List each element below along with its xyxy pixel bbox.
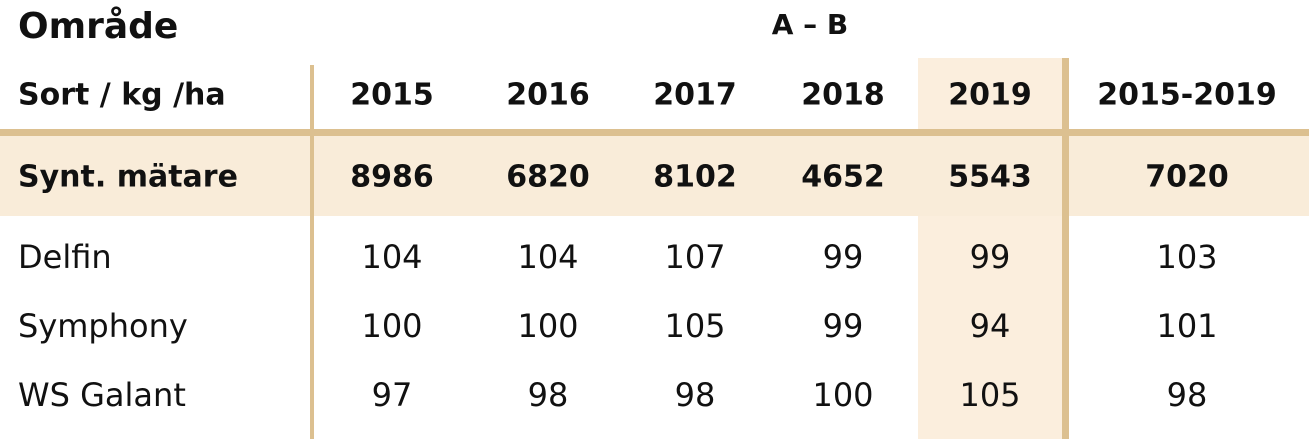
column-header: 2016: [506, 78, 590, 113]
cell: 104: [517, 238, 578, 276]
cell: 94: [970, 307, 1011, 345]
cell: 98: [1167, 376, 1208, 414]
cell: 98: [675, 376, 716, 414]
cell: 5543: [948, 160, 1032, 195]
column-rule: [310, 65, 314, 439]
column-header: 2015: [350, 78, 434, 113]
header-rule: [0, 129, 1309, 136]
row-label: Symphony: [18, 307, 188, 345]
column-header: Sort / kg /ha: [18, 78, 226, 113]
cell: 99: [823, 307, 864, 345]
column-header: 2015-2019: [1097, 78, 1276, 113]
row-label: Synt. mätare: [18, 160, 238, 195]
highlight-row: [0, 136, 1309, 216]
cell: 100: [361, 307, 422, 345]
cell: 6820: [506, 160, 590, 195]
cell: 8102: [653, 160, 737, 195]
cell: 101: [1156, 307, 1217, 345]
cell: 100: [812, 376, 873, 414]
column-header: 2019: [948, 78, 1032, 113]
subtitle: A – B: [772, 8, 849, 41]
cell: 97: [372, 376, 413, 414]
cell: 103: [1156, 238, 1217, 276]
column-header: 2017: [653, 78, 737, 113]
cell: 4652: [801, 160, 885, 195]
highlight-column: [918, 58, 1062, 439]
row-label: WS Galant: [18, 376, 186, 414]
title: Område: [18, 6, 178, 47]
column-header: 2018: [801, 78, 885, 113]
cell: 99: [823, 238, 864, 276]
cell: 107: [664, 238, 725, 276]
row-label: Delfin: [18, 238, 112, 276]
cell: 8986: [350, 160, 434, 195]
cell: 105: [664, 307, 725, 345]
cell: 105: [959, 376, 1020, 414]
cell: 104: [361, 238, 422, 276]
cell: 98: [528, 376, 569, 414]
column-rule: [1062, 58, 1069, 439]
cell: 99: [970, 238, 1011, 276]
cell: 100: [517, 307, 578, 345]
cell: 7020: [1145, 160, 1229, 195]
